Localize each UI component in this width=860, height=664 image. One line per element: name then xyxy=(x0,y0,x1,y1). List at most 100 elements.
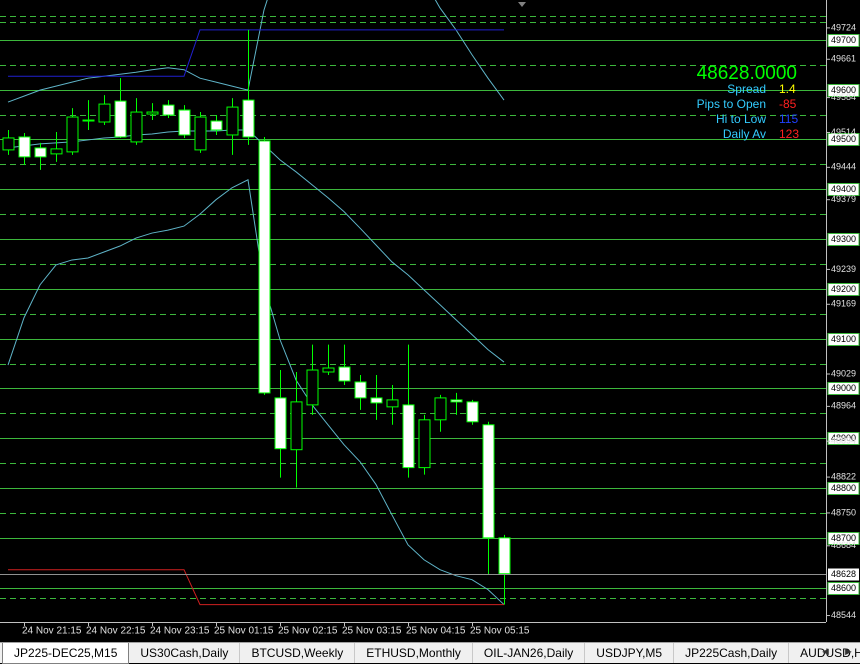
y-tick-label: 49029 xyxy=(831,368,856,378)
band-line xyxy=(7,129,505,363)
y-tick-label: 49724 xyxy=(831,22,856,32)
x-tick-label: 25 Nov 05:15 xyxy=(470,626,530,637)
candle-body xyxy=(114,100,127,138)
candle-body xyxy=(242,99,255,138)
chart-tab[interactable]: US30Cash,Daily xyxy=(129,643,241,663)
level-label: 48800 xyxy=(831,483,856,493)
y-tick-label: 48894 xyxy=(831,436,856,446)
level-label: 48700 xyxy=(831,533,856,543)
candle-body xyxy=(98,103,111,123)
level-label: 49700 xyxy=(831,35,856,45)
level-label-box xyxy=(827,283,860,296)
x-tick-label: 25 Nov 01:15 xyxy=(214,626,274,637)
y-tick-label: 49584 xyxy=(831,92,856,102)
candle-body xyxy=(50,148,63,155)
current-price-label: 48628 xyxy=(831,569,856,579)
chart-tab[interactable]: AUDUSD,H1 xyxy=(789,643,860,663)
candle-body xyxy=(162,104,175,116)
candle-body xyxy=(482,424,495,539)
candle-body xyxy=(66,116,79,153)
candle-body xyxy=(466,401,479,423)
y-tick-label: 49169 xyxy=(831,299,856,309)
chart-tab[interactable]: USDJPY,M5 xyxy=(585,643,675,663)
x-tick-label: 25 Nov 04:15 xyxy=(406,626,466,637)
info-value: 1.4 xyxy=(779,82,796,96)
level-label-box xyxy=(827,133,860,146)
current-price-box xyxy=(828,568,859,581)
level-label: 49000 xyxy=(831,383,856,393)
candle-body xyxy=(322,367,335,373)
level-label: 48600 xyxy=(831,583,856,593)
y-tick-label: 48684 xyxy=(831,540,856,550)
candle-body xyxy=(354,381,367,399)
x-tick-label: 25 Nov 02:15 xyxy=(278,626,338,637)
chart-tab[interactable]: JP225-DEC25,M15 xyxy=(2,643,130,664)
candle-body xyxy=(306,369,319,406)
candle-body xyxy=(82,119,95,122)
info-label: Spread xyxy=(727,82,766,96)
candle-body xyxy=(2,137,15,151)
candle-body xyxy=(258,140,271,394)
level-label: 49600 xyxy=(831,85,856,95)
level-label-box xyxy=(827,84,860,97)
band-line xyxy=(7,0,505,103)
y-tick-label: 49661 xyxy=(831,54,856,64)
tab-scroll-button[interactable]: ► xyxy=(843,646,854,658)
level-label: 49100 xyxy=(831,334,856,344)
y-tick-label: 48750 xyxy=(831,507,856,517)
price-display: 48628.0000 xyxy=(697,63,797,84)
info-value: 115 xyxy=(779,112,798,126)
background xyxy=(0,0,860,642)
day-low-line xyxy=(8,569,504,606)
info-value: 123 xyxy=(779,127,799,141)
y-tick-label: 48822 xyxy=(831,471,856,481)
level-label: 49300 xyxy=(831,234,856,244)
level-label-box xyxy=(827,532,860,545)
candle-body xyxy=(386,399,399,408)
candle-body xyxy=(130,111,143,143)
chart-tab[interactable]: ETHUSD,Monthly xyxy=(355,643,473,663)
chart-tab[interactable]: BTCUSD,Weekly xyxy=(240,643,356,663)
level-label-box xyxy=(827,482,860,495)
level-label-box xyxy=(827,183,860,196)
level-label: 49400 xyxy=(831,184,856,194)
tab-bar: JP225-DEC25,M15 US30Cash,Daily BTCUSD,Week… xyxy=(0,642,860,664)
level-label-box xyxy=(827,233,860,246)
candle-body xyxy=(146,111,159,115)
candle-body xyxy=(18,136,31,158)
axes: 49700 49600 49500 49400 49300 49200 49100 49000… xyxy=(22,22,860,637)
info-label: Daily Av xyxy=(723,127,766,141)
plot-area xyxy=(0,0,826,606)
level-label-box xyxy=(827,382,860,395)
level-label-box xyxy=(827,333,860,346)
info-value: -85 xyxy=(779,97,797,111)
level-label: 49200 xyxy=(831,284,856,294)
y-tick-label: 49514 xyxy=(831,127,856,137)
candle-body xyxy=(338,366,351,382)
candle-body xyxy=(434,397,447,421)
info-label: Pips to Open xyxy=(697,97,766,111)
candle-body xyxy=(402,404,415,469)
chart-tab[interactable]: JP225Cash,Daily xyxy=(674,643,790,663)
x-tick-label: 25 Nov 03:15 xyxy=(342,626,402,637)
day-high-line xyxy=(8,29,504,77)
candle-body xyxy=(210,120,223,131)
level-label-box xyxy=(827,432,860,445)
level-label: 48900 xyxy=(831,433,856,443)
x-tick-label: 24 Nov 23:15 xyxy=(150,626,210,637)
y-tick-label: 48964 xyxy=(831,401,856,411)
candle-body xyxy=(418,419,431,469)
y-tick-label: 49379 xyxy=(831,194,856,204)
level-label: 49500 xyxy=(831,134,856,144)
candle-body xyxy=(290,401,303,451)
y-tick-label: 48544 xyxy=(831,610,856,620)
candle-body xyxy=(450,399,463,403)
y-tick-label: 49239 xyxy=(831,264,856,274)
tab-scroll-button[interactable]: ◄ xyxy=(820,646,831,658)
candle-body xyxy=(226,106,239,136)
chart-tab[interactable]: OIL-JAN26,Daily xyxy=(473,643,586,663)
level-label-box xyxy=(827,582,860,595)
candle-body xyxy=(194,116,207,151)
candle-body xyxy=(274,397,287,450)
